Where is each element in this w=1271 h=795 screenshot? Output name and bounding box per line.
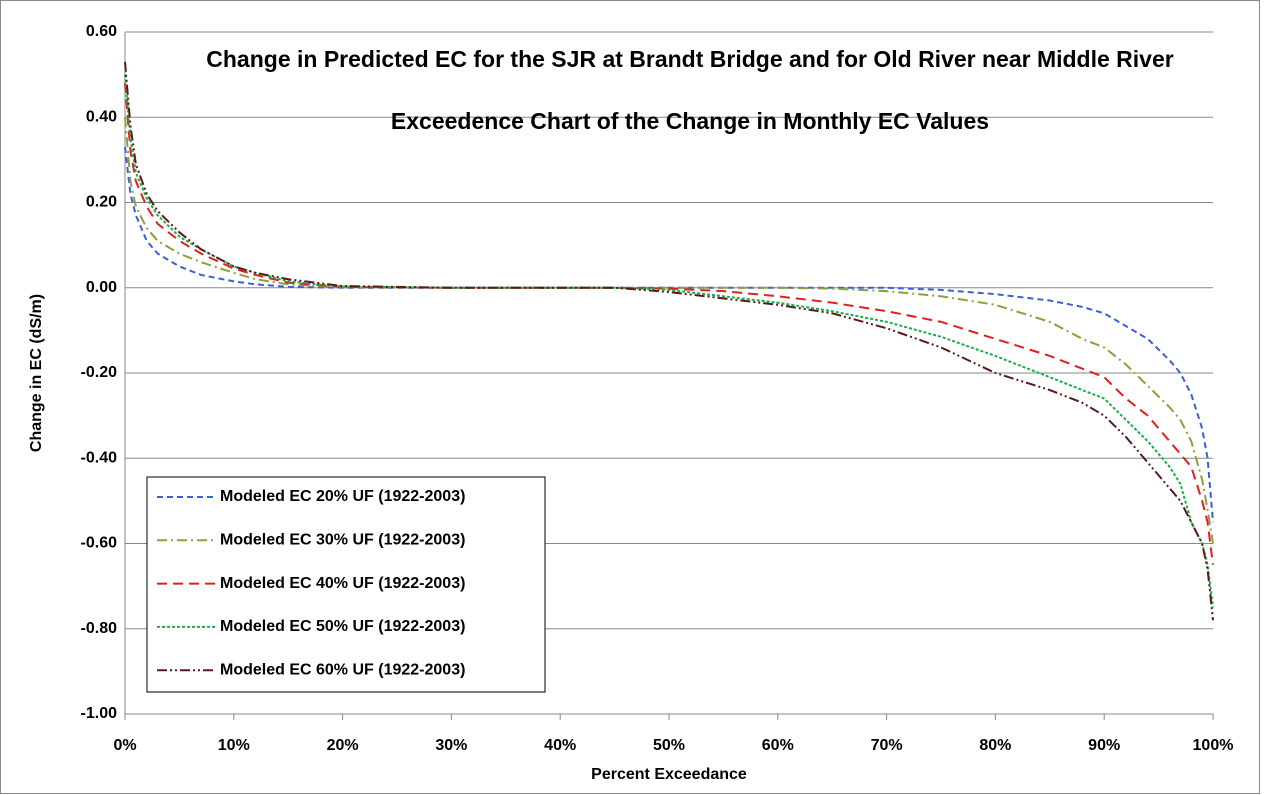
legend-label: Modeled EC 40% UF (1922-2003) [220,575,465,592]
y-tick-label: 0.60 [86,23,117,40]
x-tick-label: 90% [1088,737,1120,754]
x-tick-label: 10% [218,737,250,754]
y-tick-label: 0.40 [86,108,117,125]
chart-title: Change in Predicted EC for the SJR at Br… [206,46,1174,72]
x-tick-label: 100% [1193,737,1234,754]
y-axis-label: Change in EC (dS/m) [28,294,45,452]
y-tick-label: 0.20 [86,194,117,211]
y-tick-label: -0.20 [81,364,118,381]
x-tick-label: 60% [762,737,794,754]
series-line [124,61,1214,621]
x-tick-label: 20% [327,737,359,754]
series-line [124,83,1214,565]
legend-label: Modeled EC 50% UF (1922-2003) [220,618,465,635]
x-tick-label: 50% [653,737,685,754]
legend-label: Modeled EC 20% UF (1922-2003) [220,488,465,505]
series-line [124,117,1214,544]
x-tick-label: 0% [113,737,136,754]
y-tick-label: 0.00 [86,279,117,296]
x-tick-label: 70% [871,737,903,754]
legend-label: Modeled EC 30% UF (1922-2003) [220,532,465,549]
series-line [124,74,1214,608]
x-tick-label: 80% [979,737,1011,754]
x-tick-label: 40% [544,737,576,754]
chart-subtitle: Exceedence Chart of the Change in Monthl… [390,108,990,134]
y-tick-label: -0.40 [81,449,118,466]
y-tick-label: -0.60 [81,535,118,552]
x-axis-label: Percent Exceedance [591,766,747,783]
x-tick-label: 30% [435,737,467,754]
legend-label: Modeled EC 60% UF (1922-2003) [220,661,465,678]
series-line [124,146,1214,523]
y-tick-label: -0.80 [81,620,118,637]
y-tick-label: -1.00 [81,705,118,722]
